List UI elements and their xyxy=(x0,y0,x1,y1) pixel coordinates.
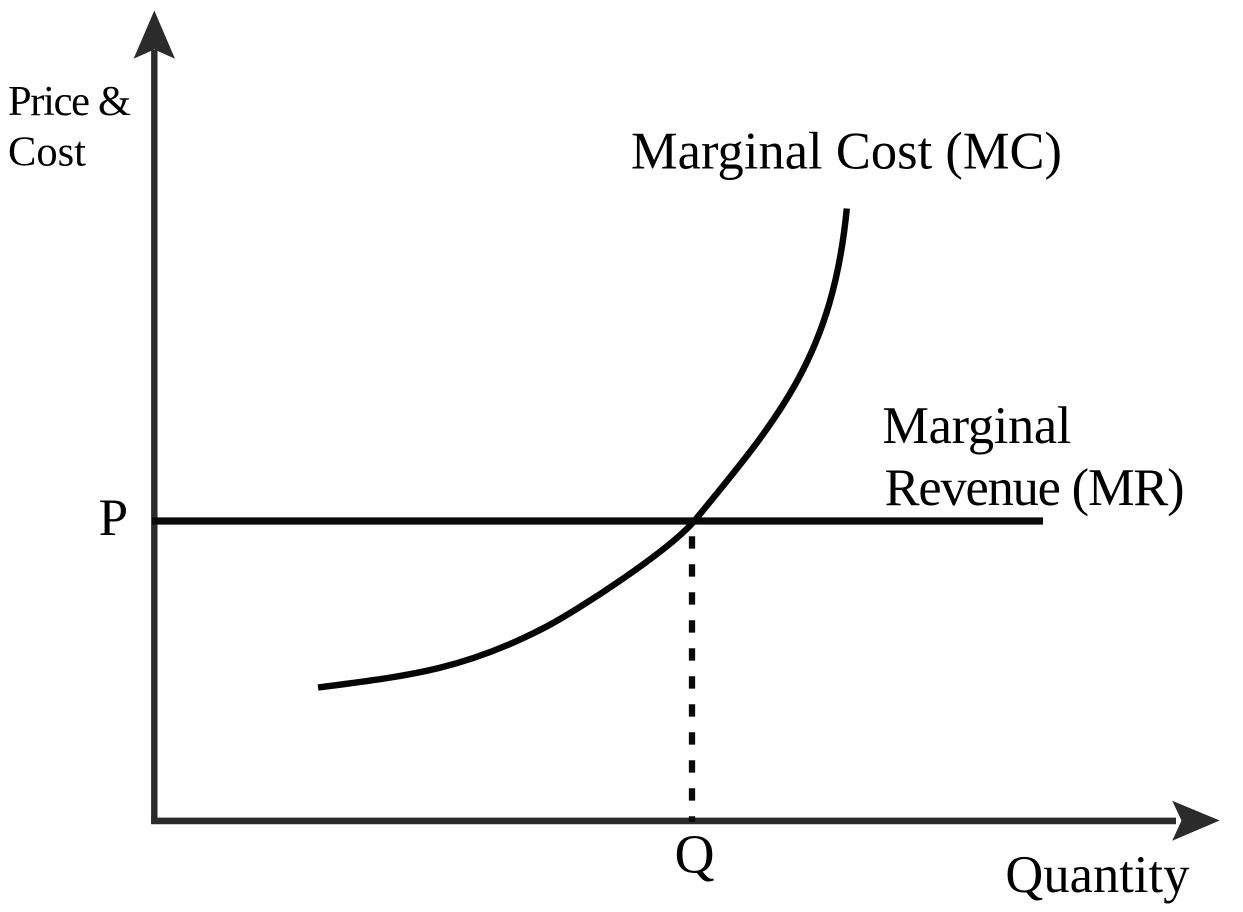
svg-text:Quantity: Quantity xyxy=(1005,846,1189,904)
svg-text:Revenue (MR): Revenue (MR) xyxy=(885,459,1185,517)
svg-text:Cost: Cost xyxy=(8,129,86,176)
svg-text:Price &: Price & xyxy=(8,78,131,125)
svg-text:Marginal Cost (MC): Marginal Cost (MC) xyxy=(631,122,1062,180)
svg-text:Marginal: Marginal xyxy=(882,397,1071,455)
svg-text:P: P xyxy=(99,489,128,547)
svg-text:Q: Q xyxy=(675,825,715,886)
